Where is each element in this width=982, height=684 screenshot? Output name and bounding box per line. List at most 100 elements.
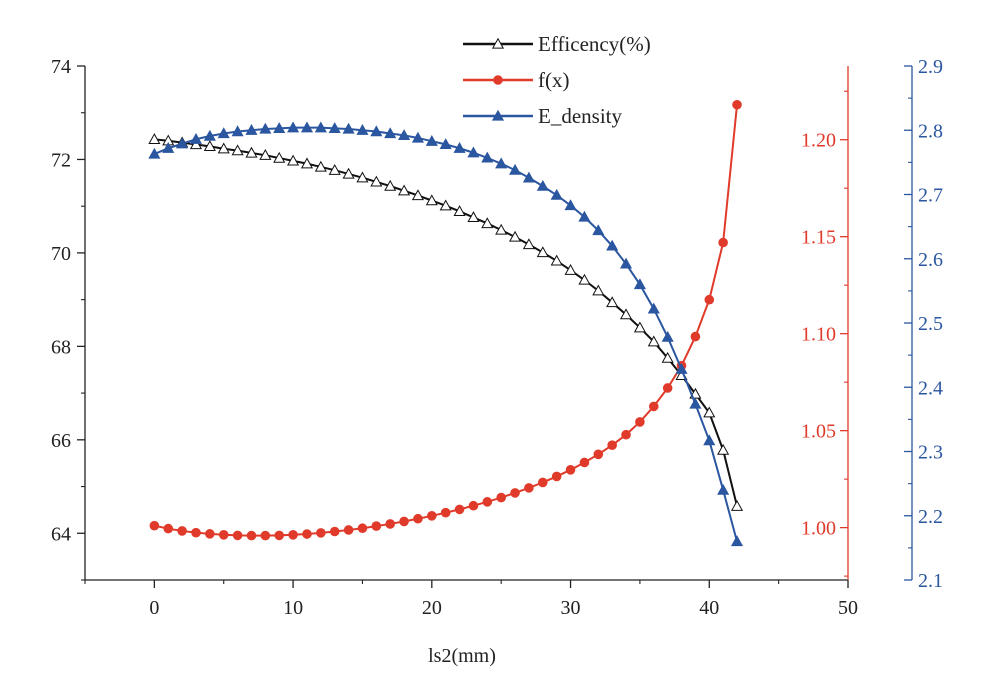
data-point-efficency: [300, 157, 314, 169]
data-point-f-x: [177, 526, 187, 536]
data-point-e-density: [342, 122, 355, 134]
x-tick-label: 30: [561, 597, 581, 619]
legend-item-e-density[interactable]: E_density: [463, 104, 622, 128]
data-point-efficency: [370, 175, 383, 187]
data-point-e-density: [467, 146, 480, 158]
data-point-f-x: [288, 530, 298, 540]
data-point-efficency: [439, 199, 452, 211]
data-point-efficency: [245, 146, 258, 158]
data-point-f-x: [621, 429, 631, 440]
data-point-e-density: [495, 157, 508, 169]
data-point-e-density: [328, 122, 341, 133]
data-point-f-x: [246, 530, 257, 541]
data-point-f-x: [440, 507, 451, 518]
data-point-f-x: [538, 477, 548, 488]
series-f-x: [149, 99, 742, 541]
data-point-f-x: [343, 525, 354, 535]
data-point-e-density: [536, 179, 549, 191]
data-point-e-density: [717, 483, 730, 495]
data-point-f-x: [704, 294, 715, 305]
legend-label-efficency: Efficency(%): [538, 32, 651, 56]
data-point-f-x: [385, 519, 396, 529]
right-y-tick-label-edensity: 2.7: [918, 185, 943, 207]
right-y-tick-label-edensity: 2.9: [918, 56, 943, 78]
data-point-f-x: [205, 529, 215, 539]
series-line-f-x: [154, 104, 739, 537]
data-point-efficency: [189, 138, 203, 150]
data-point-efficency: [647, 335, 660, 347]
legend-marker-efficency: [491, 37, 505, 49]
legend-item-f-x[interactable]: f(x): [463, 68, 569, 92]
x-tick-label: 0: [149, 597, 159, 619]
data-point-efficency: [703, 406, 716, 418]
data-point-f-x: [149, 520, 160, 531]
legend-item-efficency[interactable]: Efficency(%): [463, 32, 651, 56]
data-point-f-x: [357, 523, 368, 534]
data-point-e-density: [619, 257, 633, 269]
data-point-f-x: [232, 530, 243, 541]
data-point-efficency: [522, 238, 535, 250]
data-point-f-x: [565, 465, 576, 475]
data-point-e-density: [425, 134, 438, 146]
data-point-efficency: [328, 163, 341, 175]
data-point-efficency: [259, 149, 272, 160]
data-point-f-x: [163, 523, 174, 534]
data-point-f-x: [648, 401, 659, 412]
axes: 0 10 20 30 40 50 64 66 68 70 72 74 1.00 1.05 1.10 1.15 1…: [51, 56, 943, 619]
left-y-tick-label: 68: [51, 336, 71, 358]
right-y-tick-label-edensity: 2.5: [918, 313, 943, 335]
data-point-e-density: [481, 151, 494, 163]
data-point-f-x: [399, 516, 409, 527]
data-point-e-density: [384, 127, 397, 139]
data-point-e-density: [314, 121, 327, 133]
right-y-tick-label-edensity: 2.2: [918, 506, 943, 528]
data-point-e-density: [703, 434, 716, 446]
right-y-tick-label-fx: 1.10: [801, 324, 836, 346]
data-point-f-x: [302, 529, 312, 539]
data-point-f-x: [579, 457, 590, 468]
right-y-tick-label-edensity: 2.3: [918, 442, 943, 464]
data-point-f-x: [635, 417, 645, 427]
data-point-f-x: [218, 530, 229, 540]
data-point-e-density: [730, 535, 744, 547]
data-point-e-density: [148, 147, 161, 159]
legend[interactable]: Efficency(%) f(x) E_density: [463, 32, 651, 128]
series-e-density: [148, 121, 744, 547]
series-efficency: [148, 133, 744, 511]
data-point-e-density: [356, 124, 369, 135]
data-point-efficency: [342, 167, 355, 179]
right-y-tick-label-edensity: 2.1: [918, 570, 943, 592]
data-point-efficency: [356, 171, 369, 183]
data-point-f-x: [427, 510, 437, 521]
data-point-e-density: [675, 363, 688, 374]
data-point-efficency: [273, 151, 286, 163]
data-point-e-density: [564, 199, 577, 211]
data-point-f-x: [274, 530, 285, 541]
x-axis-label: ls2(mm): [428, 645, 496, 667]
data-point-e-density: [661, 330, 674, 342]
data-point-efficency: [717, 443, 730, 455]
data-point-efficency: [619, 308, 633, 320]
data-point-e-density: [259, 122, 272, 134]
x-tick-label: 40: [699, 597, 719, 619]
right-y-tick-label-edensity: 2.6: [918, 249, 943, 271]
data-point-efficency: [730, 499, 744, 511]
data-point-e-density: [411, 131, 424, 143]
data-point-e-density: [245, 124, 258, 135]
right-y-tick-label-fx: 1.00: [801, 518, 836, 540]
series-line-efficency: [154, 138, 738, 507]
data-point-efficency: [231, 144, 244, 156]
data-point-f-x: [316, 528, 326, 538]
legend-label-f-x: f(x): [538, 68, 569, 92]
data-point-e-density: [592, 224, 605, 236]
data-point-e-density: [203, 129, 216, 141]
data-point-f-x: [413, 513, 423, 524]
data-point-efficency: [398, 184, 411, 196]
data-point-e-density: [439, 138, 452, 150]
data-point-f-x: [690, 331, 701, 342]
legend-marker-f-x: [493, 75, 503, 85]
data-point-e-density: [550, 188, 563, 200]
data-point-efficency: [384, 179, 397, 191]
data-point-e-density: [300, 121, 314, 133]
x-tick-label: 20: [422, 597, 442, 619]
